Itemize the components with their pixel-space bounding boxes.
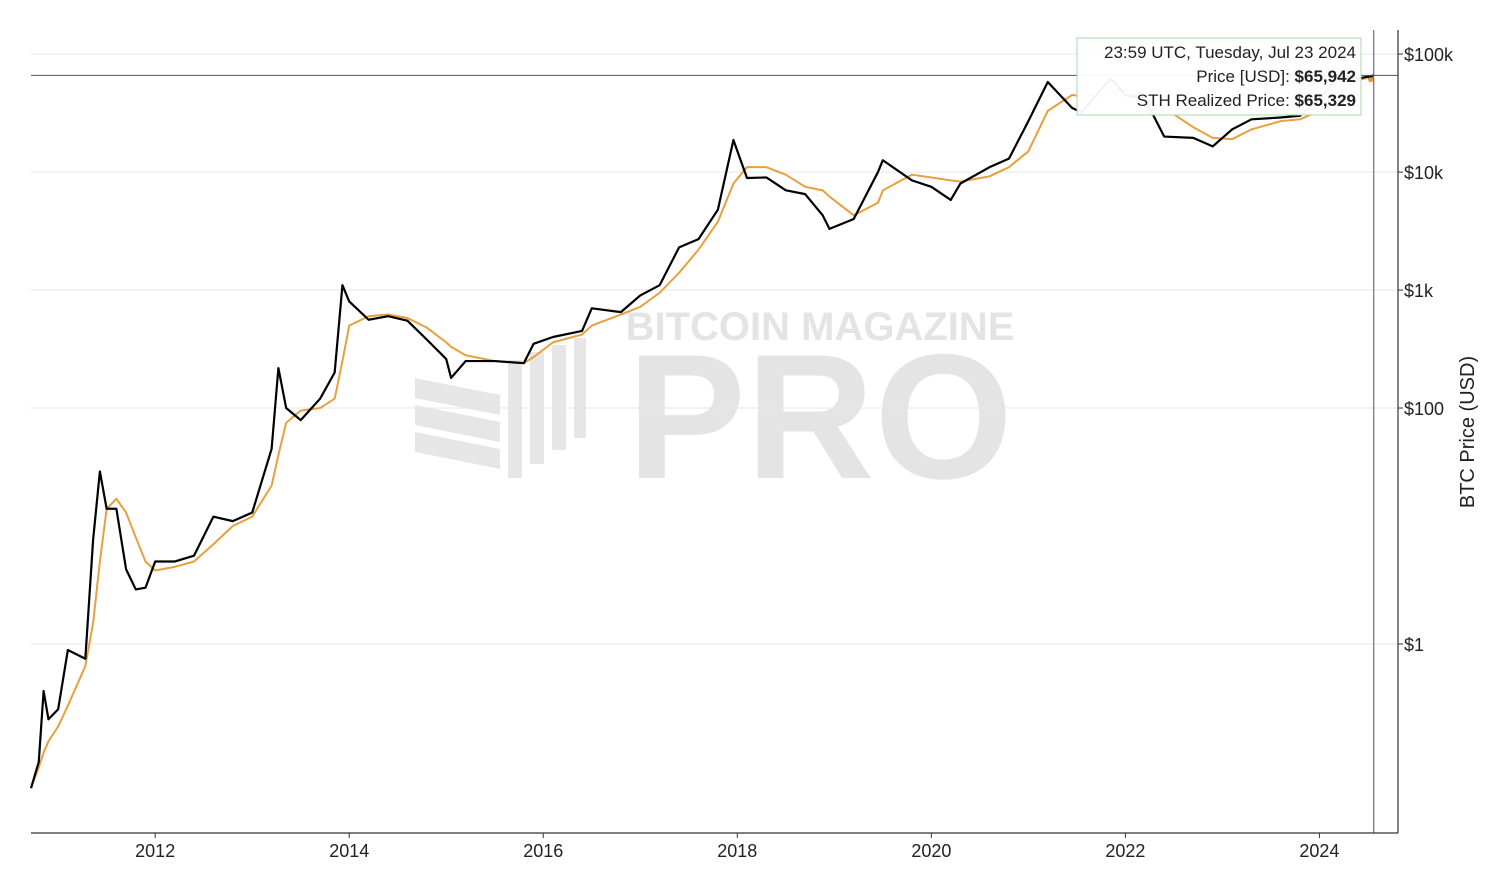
- x-tick-label: 2024: [1299, 841, 1339, 861]
- tooltip-row: Price [USD]: $65,942: [1196, 67, 1356, 86]
- y-tick-label: $10k: [1404, 163, 1444, 183]
- tooltip-value: $65,942: [1295, 67, 1356, 86]
- tooltip-row: STH Realized Price: $65,329: [1137, 91, 1356, 110]
- y-tick-label: $1k: [1404, 281, 1434, 301]
- y-axis-title: BTC Price (USD): [1457, 356, 1479, 508]
- tooltip-box: [1076, 37, 1362, 116]
- x-tick-label: 2016: [523, 841, 563, 861]
- hover-point: [1368, 77, 1374, 83]
- y-tick-label: $100: [1404, 399, 1444, 419]
- ticks: $1 $100 $1k $10k $100k 2012 2014 2016 2018 2020 20…: [135, 45, 1454, 861]
- watermark-bottom: PRO: [627, 317, 1013, 516]
- x-tick-label: 2018: [717, 841, 757, 861]
- watermark: BITCOIN MAGAZINE PRO: [415, 305, 1014, 516]
- tooltip-label: Price [USD]:: [1196, 67, 1290, 86]
- x-tick-label: 2012: [135, 841, 175, 861]
- tooltip-label: STH Realized Price:: [1137, 91, 1290, 110]
- x-tick-label: 2020: [911, 841, 951, 861]
- y-tick-label: $1: [1404, 635, 1424, 655]
- x-tick-label: 2022: [1105, 841, 1145, 861]
- watermark-icon: [415, 338, 586, 478]
- x-tick-label: 2014: [329, 841, 369, 861]
- watermark-top: BITCOIN MAGAZINE: [626, 305, 1015, 349]
- tooltip-title: 23:59 UTC, Tuesday, Jul 23 2024: [1104, 43, 1356, 62]
- tooltip: 23:59 UTC, Tuesday, Jul 23 2024 Price [U…: [1076, 37, 1362, 116]
- tooltip-value: $65,329: [1295, 91, 1356, 110]
- y-tick-label: $100k: [1404, 45, 1454, 65]
